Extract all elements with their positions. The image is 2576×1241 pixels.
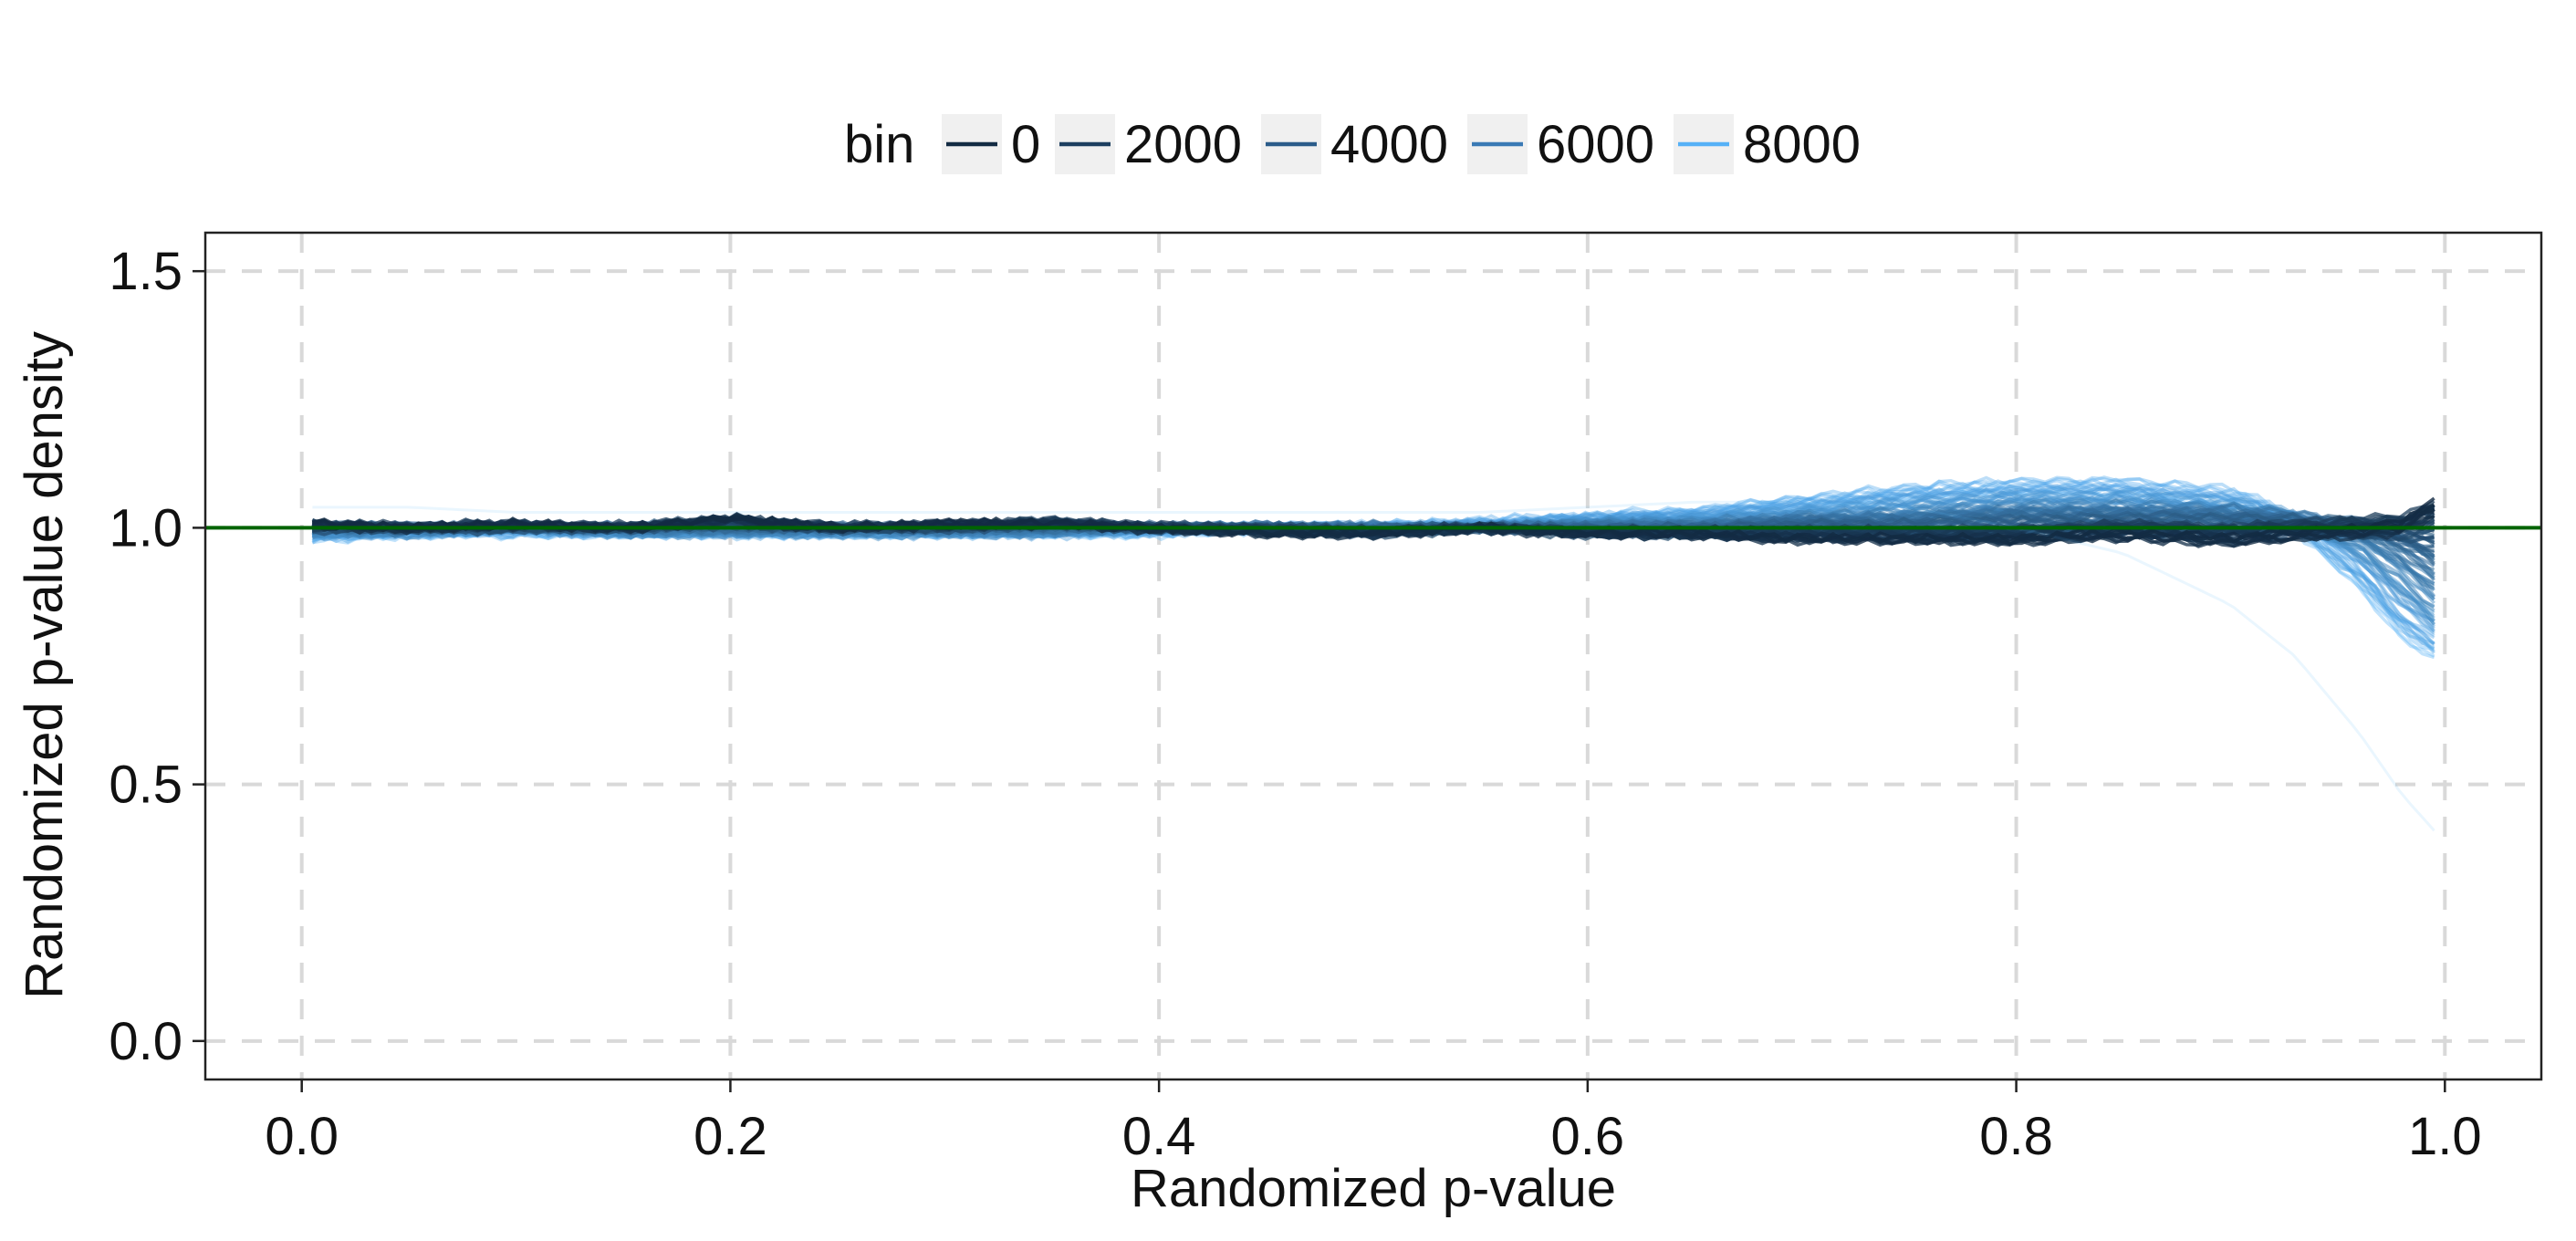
x-tick-label: 0.4: [1122, 1107, 1196, 1166]
legend-label: 0: [1011, 115, 1040, 174]
panel-background: [205, 233, 2541, 1079]
x-tick-label: 0.0: [265, 1107, 339, 1166]
x-axis-label: Randomized p-value: [1131, 1159, 1616, 1218]
x-tick-label: 0.8: [1979, 1107, 2053, 1166]
legend-title: bin: [844, 115, 914, 174]
y-tick-label: 1.5: [109, 242, 183, 301]
y-tick-label: 0.5: [109, 756, 183, 815]
y-axis-label: Randomized p-value density: [15, 331, 74, 999]
legend-label: 4000: [1330, 115, 1448, 174]
y-tick-label: 1.0: [109, 498, 183, 558]
plot-panel: [203, 231, 2543, 1081]
density-line: [311, 496, 2435, 543]
legend-label: 8000: [1743, 115, 1861, 174]
density-line-outlier: [312, 500, 2435, 832]
legend-label: 6000: [1537, 115, 1654, 174]
legend-label: 2000: [1124, 115, 1242, 174]
x-axis-ticks: 0.0 0.2 0.4 0.6 0.8 1.0: [265, 1079, 2482, 1166]
y-axis-ticks: 0.0 0.5 1.0 1.5: [109, 242, 205, 1071]
x-tick-label: 0.2: [694, 1107, 767, 1166]
legend-items: 0 2000 4000 6000 8000: [942, 114, 1861, 174]
x-tick-label: 0.6: [1551, 1107, 1625, 1166]
legend: bin 0 2000 4000 6000 8000: [844, 114, 1861, 174]
y-tick-label: 0.0: [109, 1012, 183, 1071]
panel-border: [203, 231, 2543, 1081]
x-tick-label: 1.0: [2408, 1107, 2482, 1166]
density-line-bin-0: [311, 503, 2435, 545]
